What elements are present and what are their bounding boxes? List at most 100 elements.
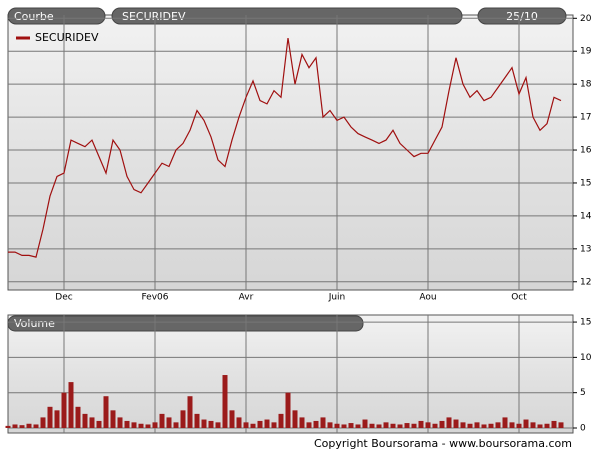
y-tick-label: 19 <box>580 47 592 57</box>
volume-bar <box>124 420 130 428</box>
volume-bar <box>299 417 305 428</box>
volume-bar <box>68 382 74 428</box>
volume-bar <box>250 423 256 428</box>
volume-bar <box>285 392 291 428</box>
volume-bar <box>19 425 25 428</box>
volume-bar <box>439 420 445 428</box>
x-tick-label: Avr <box>239 293 254 303</box>
volume-title-pill <box>7 315 364 332</box>
y-tick-label: 0 <box>580 424 586 434</box>
volume-bar <box>383 422 389 428</box>
volume-bar <box>257 420 263 428</box>
volume-bar <box>278 413 284 428</box>
y-tick-label: 18 <box>580 80 592 90</box>
volume-bar <box>173 422 179 428</box>
volume-bar <box>264 419 270 428</box>
volume-bar <box>355 424 361 428</box>
volume-bar <box>474 422 480 428</box>
volume-bar <box>159 413 165 428</box>
volume-bar <box>425 422 431 428</box>
volume-bar <box>54 410 60 428</box>
y-tick-label: 12 <box>580 277 591 287</box>
volume-bar <box>215 422 221 428</box>
volume-bar <box>306 422 312 428</box>
volume-bar <box>61 392 67 428</box>
volume-bar <box>40 417 46 428</box>
volume-bar <box>201 419 207 428</box>
x-tick-label: Juin <box>328 293 346 303</box>
volume-bar <box>236 417 242 428</box>
volume-bar <box>187 396 193 428</box>
volume-bar <box>138 423 144 428</box>
volume-bar <box>418 420 424 428</box>
volume-bar <box>446 417 452 428</box>
volume-bar <box>292 410 298 428</box>
volume-bar <box>334 423 340 428</box>
panel-label-pill <box>7 7 106 25</box>
date-pill <box>477 7 567 25</box>
volume-bar <box>82 413 88 428</box>
volume-bar <box>33 424 39 428</box>
volume-bar <box>404 423 410 428</box>
volume-bar <box>341 424 347 428</box>
legend-label: SECURIDEV <box>35 31 99 44</box>
volume-bar <box>516 423 522 428</box>
x-tick-label: Dec <box>55 293 72 303</box>
volume-bar <box>509 422 515 428</box>
x-tick-label: Fev06 <box>142 293 169 303</box>
volume-bar <box>362 419 368 428</box>
volume-bar <box>320 417 326 428</box>
volume-bar <box>208 420 214 428</box>
date-label: 25/10 <box>506 10 538 23</box>
chart-title: SECURIDEV <box>122 10 186 23</box>
volume-bar <box>194 413 200 428</box>
volume-bar <box>26 423 32 428</box>
volume-bar <box>222 375 228 428</box>
x-tick-label: Aou <box>419 293 436 303</box>
volume-bar <box>530 422 536 428</box>
volume-bar <box>523 419 529 428</box>
y-tick-label: 14 <box>580 211 592 221</box>
title-pill <box>111 7 463 25</box>
volume-bar <box>131 422 137 428</box>
volume-bar <box>411 423 417 428</box>
volume-bar <box>488 423 494 428</box>
volume-bar <box>229 410 235 428</box>
volume-bar <box>152 422 158 428</box>
volume-bar <box>117 417 123 428</box>
volume-bar <box>376 424 382 428</box>
y-tick-label: 15 <box>580 318 591 328</box>
copyright: Copyright Boursorama - www.boursorama.co… <box>314 437 572 450</box>
volume-bar <box>5 425 11 428</box>
volume-bar <box>47 406 53 428</box>
volume-bar <box>348 423 354 428</box>
volume-bar <box>313 420 319 428</box>
volume-bar <box>103 396 109 428</box>
volume-bar <box>453 419 459 428</box>
volume-bar <box>180 410 186 428</box>
volume-bar <box>397 424 403 428</box>
volume-bar <box>495 422 501 428</box>
volume-bar <box>327 422 333 428</box>
volume-bar <box>460 422 466 428</box>
volume-bar <box>544 423 550 428</box>
volume-bar <box>502 417 508 428</box>
y-tick-label: 5 <box>580 388 586 398</box>
volume-bar <box>110 410 116 428</box>
y-tick-label: 16 <box>580 146 592 156</box>
y-tick-label: 10 <box>580 353 592 363</box>
volume-bar <box>551 420 557 428</box>
volume-bar <box>481 424 487 428</box>
y-tick-label: 17 <box>580 113 591 123</box>
volume-bar <box>467 423 473 428</box>
price-line <box>8 38 562 258</box>
volume-bar <box>537 424 543 428</box>
volume-bar <box>75 406 81 428</box>
volume-bar <box>12 424 18 428</box>
volume-bar <box>145 424 151 428</box>
volume-bar <box>96 420 102 428</box>
volume-bar <box>432 423 438 428</box>
y-tick-label: 13 <box>580 244 591 254</box>
volume-bar <box>390 423 396 428</box>
